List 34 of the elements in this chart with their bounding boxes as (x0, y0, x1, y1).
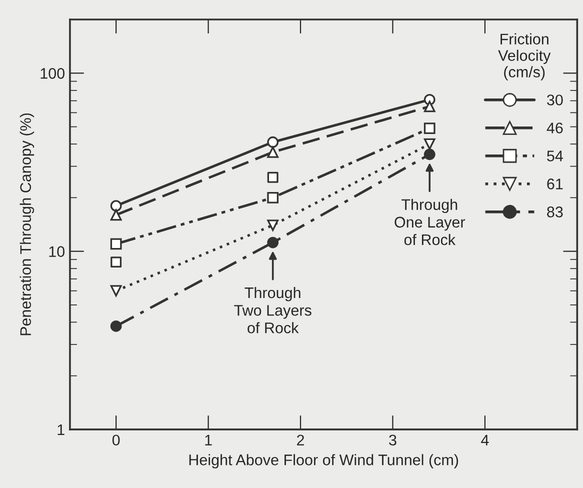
x-axis-title: Height Above Floor of Wind Tunnel (cm) (189, 454, 458, 468)
point (424, 138, 436, 150)
legend-label: 30 (547, 94, 563, 106)
annotation: Through Two Layers of Rock (234, 286, 312, 334)
point (110, 285, 122, 297)
point (110, 238, 122, 250)
legend-label: 61 (547, 178, 563, 190)
point (110, 200, 122, 212)
x-tick-label: 2 (297, 434, 304, 446)
legend-title: Friction Velocity (cm/s) (498, 33, 551, 80)
legend-label: 46 (546, 122, 563, 134)
point (267, 192, 279, 204)
point (424, 122, 436, 134)
y-axis-title: Penetration Through Canopy (%) (20, 113, 34, 336)
annotation: Through One Layer of Rock (394, 198, 466, 246)
y-tick-label: 1 (58, 424, 64, 435)
point (424, 100, 436, 112)
point (267, 220, 279, 231)
y-tick-label: 10 (49, 246, 65, 257)
point (110, 320, 122, 332)
x-tick-label: 1 (205, 434, 212, 446)
x-tick-label: 0 (112, 434, 120, 446)
point (424, 148, 436, 160)
point (267, 136, 279, 148)
point (267, 146, 279, 158)
legend-label: 54 (547, 150, 563, 162)
point (267, 172, 278, 183)
point (110, 256, 122, 268)
y-tick-label: 100 (40, 68, 65, 79)
x-tick-label: 4 (481, 434, 489, 446)
x-tick-label: 3 (389, 434, 396, 446)
legend-label: 83 (547, 206, 563, 218)
point (110, 209, 122, 221)
point (267, 236, 279, 248)
